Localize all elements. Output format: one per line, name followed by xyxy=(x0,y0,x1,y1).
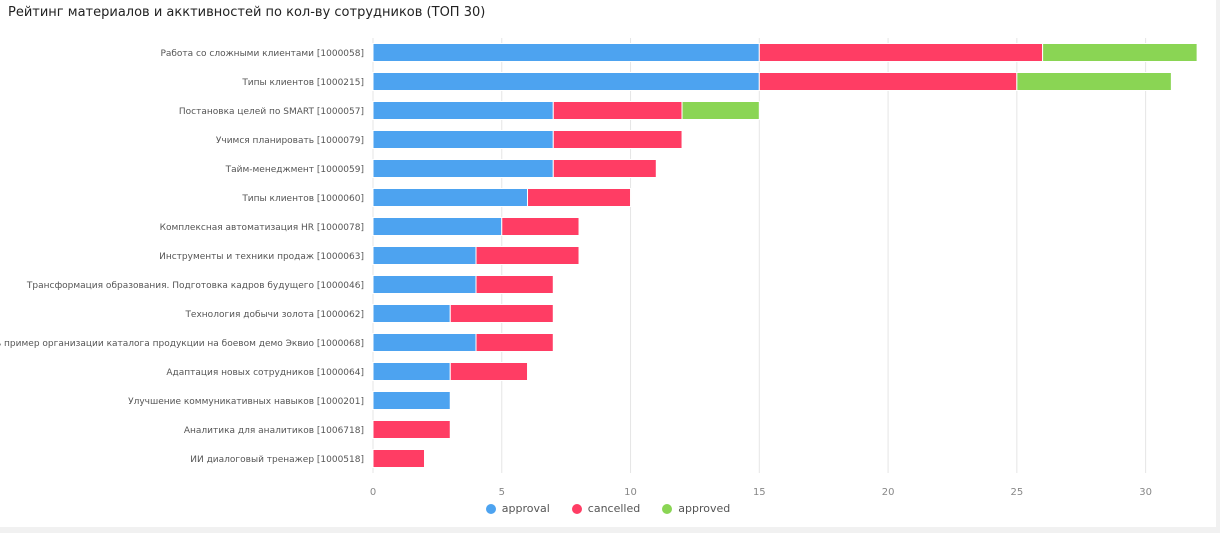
legend-swatch xyxy=(485,503,496,514)
category-label: ИИ диалоговый тренажер [1000518] xyxy=(190,455,364,465)
bar-approval[interactable] xyxy=(372,391,451,410)
category-label: Технология добычи золота [1000062] xyxy=(184,310,364,320)
x-tick-label: 15 xyxy=(753,487,766,498)
bar-cancelled[interactable] xyxy=(758,43,1044,62)
bar-cancelled[interactable] xyxy=(527,188,632,207)
bar-cancelled[interactable] xyxy=(552,159,657,178)
x-tick-label: 20 xyxy=(882,487,895,498)
bar-approval[interactable] xyxy=(372,188,529,207)
bar-cancelled[interactable] xyxy=(475,333,554,352)
category-label: Адаптация новых сотрудников [1000064] xyxy=(166,368,364,378)
legend-item-approved[interactable]: approved xyxy=(662,502,730,515)
bar-approval[interactable] xyxy=(372,159,554,178)
bar-cancelled[interactable] xyxy=(449,362,529,381)
legend-label: approved xyxy=(678,502,731,515)
bar-cancelled[interactable] xyxy=(372,449,426,468)
chart-title: Рейтинг материалов и акктивностей по кол… xyxy=(8,5,486,20)
category-label: Тайм-менеджмент [1000059] xyxy=(225,165,364,175)
category-label: Типы клиентов [1000060] xyxy=(241,194,364,204)
category-label: Изучить пример организации каталога прод… xyxy=(0,339,364,349)
bar-cancelled[interactable] xyxy=(552,101,683,120)
category-label: Улучшение коммуникативных навыков [10002… xyxy=(128,397,364,407)
x-tick-label: 5 xyxy=(499,487,505,498)
bar-cancelled[interactable] xyxy=(475,246,580,265)
category-label: Инструменты и техники продаж [1000063] xyxy=(159,252,364,262)
legend-swatch xyxy=(571,503,582,514)
bar-cancelled[interactable] xyxy=(449,304,554,323)
bar-approved[interactable] xyxy=(1016,72,1172,91)
x-tick-label: 10 xyxy=(624,487,637,498)
bar-approval[interactable] xyxy=(372,275,477,294)
category-label: Типы клиентов [1000215] xyxy=(241,78,364,88)
category-label: Работа со сложными клиентами [1000058] xyxy=(160,49,364,59)
bar-approval[interactable] xyxy=(372,101,554,120)
bar-cancelled[interactable] xyxy=(552,130,683,149)
legend-item-approval[interactable]: approval xyxy=(485,502,550,515)
bar-approval[interactable] xyxy=(372,246,477,265)
x-tick-label: 25 xyxy=(1010,487,1023,498)
bar-approval[interactable] xyxy=(372,304,451,323)
bar-approval[interactable] xyxy=(372,72,760,91)
bar-cancelled[interactable] xyxy=(758,72,1018,91)
bar-approval[interactable] xyxy=(372,217,503,236)
bar-approval[interactable] xyxy=(372,130,554,149)
category-label: Трансформация образования. Подготовка ка… xyxy=(26,281,364,291)
bar-approval[interactable] xyxy=(372,43,760,62)
x-tick-label: 0 xyxy=(370,487,376,498)
bar-cancelled[interactable] xyxy=(501,217,580,236)
bar-approval[interactable] xyxy=(372,333,477,352)
legend-swatch xyxy=(662,503,673,514)
legend-label: cancelled xyxy=(587,502,641,515)
category-label: Комплексная автоматизация HR [1000078] xyxy=(160,223,364,233)
x-tick-label: 30 xyxy=(1139,487,1152,498)
chart-legend: approval cancelled approved xyxy=(0,502,1216,515)
bar-cancelled[interactable] xyxy=(475,275,554,294)
legend-item-cancelled[interactable]: cancelled xyxy=(571,502,641,515)
category-label: Учимся планировать [1000079] xyxy=(216,136,364,146)
legend-label: approval xyxy=(501,502,550,515)
bar-approval[interactable] xyxy=(372,362,451,381)
category-label: Аналитика для аналитиков [1006718] xyxy=(184,426,364,436)
bar-approved[interactable] xyxy=(1042,43,1198,62)
bar-chart: 0 5 10 15 20 25 30 Работа со сложными клиентами… xyxy=(0,38,1198,498)
bar-approved[interactable] xyxy=(681,101,760,120)
bar-cancelled[interactable] xyxy=(372,420,451,439)
category-label: Постановка целей по SMART [1000057] xyxy=(179,107,364,117)
